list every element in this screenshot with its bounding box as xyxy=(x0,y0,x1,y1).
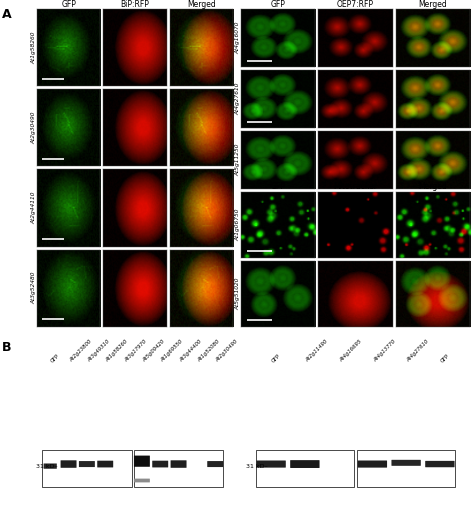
Text: At1g58260: At1g58260 xyxy=(105,339,129,363)
Text: 31 kD–: 31 kD– xyxy=(246,464,267,469)
Title: Merged: Merged xyxy=(187,0,216,9)
Y-axis label: At3g52480: At3g52480 xyxy=(32,272,36,305)
Text: At3g49310: At3g49310 xyxy=(87,339,111,363)
FancyBboxPatch shape xyxy=(79,461,95,467)
Text: At3g17970: At3g17970 xyxy=(124,339,148,363)
FancyBboxPatch shape xyxy=(425,461,455,467)
Text: At4g13770: At4g13770 xyxy=(373,339,397,363)
Bar xyxy=(357,449,455,487)
Text: B: B xyxy=(2,341,12,354)
Text: A: A xyxy=(2,8,12,21)
Y-axis label: At4g27610: At4g27610 xyxy=(236,83,240,115)
Y-axis label: At2g30490: At2g30490 xyxy=(32,112,36,144)
Text: Merged: Merged xyxy=(419,182,447,191)
Y-axis label: At5g51020: At5g51020 xyxy=(236,278,240,310)
Y-axis label: At2g44110: At2g44110 xyxy=(32,192,36,224)
Title: GFP: GFP xyxy=(271,0,285,9)
Y-axis label: At5g11250: At5g11250 xyxy=(236,143,240,176)
Title: BiP:RFP: BiP:RFP xyxy=(121,0,149,9)
Bar xyxy=(42,449,132,487)
Text: At4g16695: At4g16695 xyxy=(338,339,363,363)
FancyBboxPatch shape xyxy=(134,456,150,467)
Text: GFP: GFP xyxy=(440,352,451,363)
Text: GFP: GFP xyxy=(271,182,285,191)
Text: At4g27610: At4g27610 xyxy=(406,339,430,363)
FancyBboxPatch shape xyxy=(207,461,223,467)
FancyBboxPatch shape xyxy=(134,479,150,482)
FancyBboxPatch shape xyxy=(171,461,187,468)
FancyBboxPatch shape xyxy=(256,461,286,468)
Text: 31 kD–: 31 kD– xyxy=(36,464,58,469)
Text: Mitotracker: Mitotracker xyxy=(334,182,377,191)
Text: At2g23800: At2g23800 xyxy=(69,339,93,363)
FancyBboxPatch shape xyxy=(152,461,168,468)
Bar xyxy=(256,449,354,487)
Y-axis label: At1g58260: At1g58260 xyxy=(32,31,36,64)
Title: OEP7:RFP: OEP7:RFP xyxy=(337,0,374,9)
Title: Merged: Merged xyxy=(419,0,447,9)
Text: At2g11490: At2g11490 xyxy=(305,339,329,363)
Bar xyxy=(134,449,223,487)
Y-axis label: At4g16070: At4g16070 xyxy=(236,22,240,55)
FancyBboxPatch shape xyxy=(44,464,57,469)
FancyBboxPatch shape xyxy=(61,461,76,468)
Title: GFP: GFP xyxy=(61,0,76,9)
Text: At1g52080: At1g52080 xyxy=(197,339,221,363)
Text: At1g69550: At1g69550 xyxy=(160,339,184,363)
FancyBboxPatch shape xyxy=(290,460,319,468)
Text: GFP: GFP xyxy=(50,352,61,363)
Text: At5g09420: At5g09420 xyxy=(142,339,166,363)
FancyBboxPatch shape xyxy=(358,461,387,468)
FancyBboxPatch shape xyxy=(97,461,113,468)
Text: GFP: GFP xyxy=(271,352,282,363)
Text: At3g44400: At3g44400 xyxy=(179,339,203,363)
Text: At2g30490: At2g30490 xyxy=(215,339,239,363)
FancyBboxPatch shape xyxy=(392,460,421,466)
Y-axis label: At1g06750: At1g06750 xyxy=(236,209,240,241)
